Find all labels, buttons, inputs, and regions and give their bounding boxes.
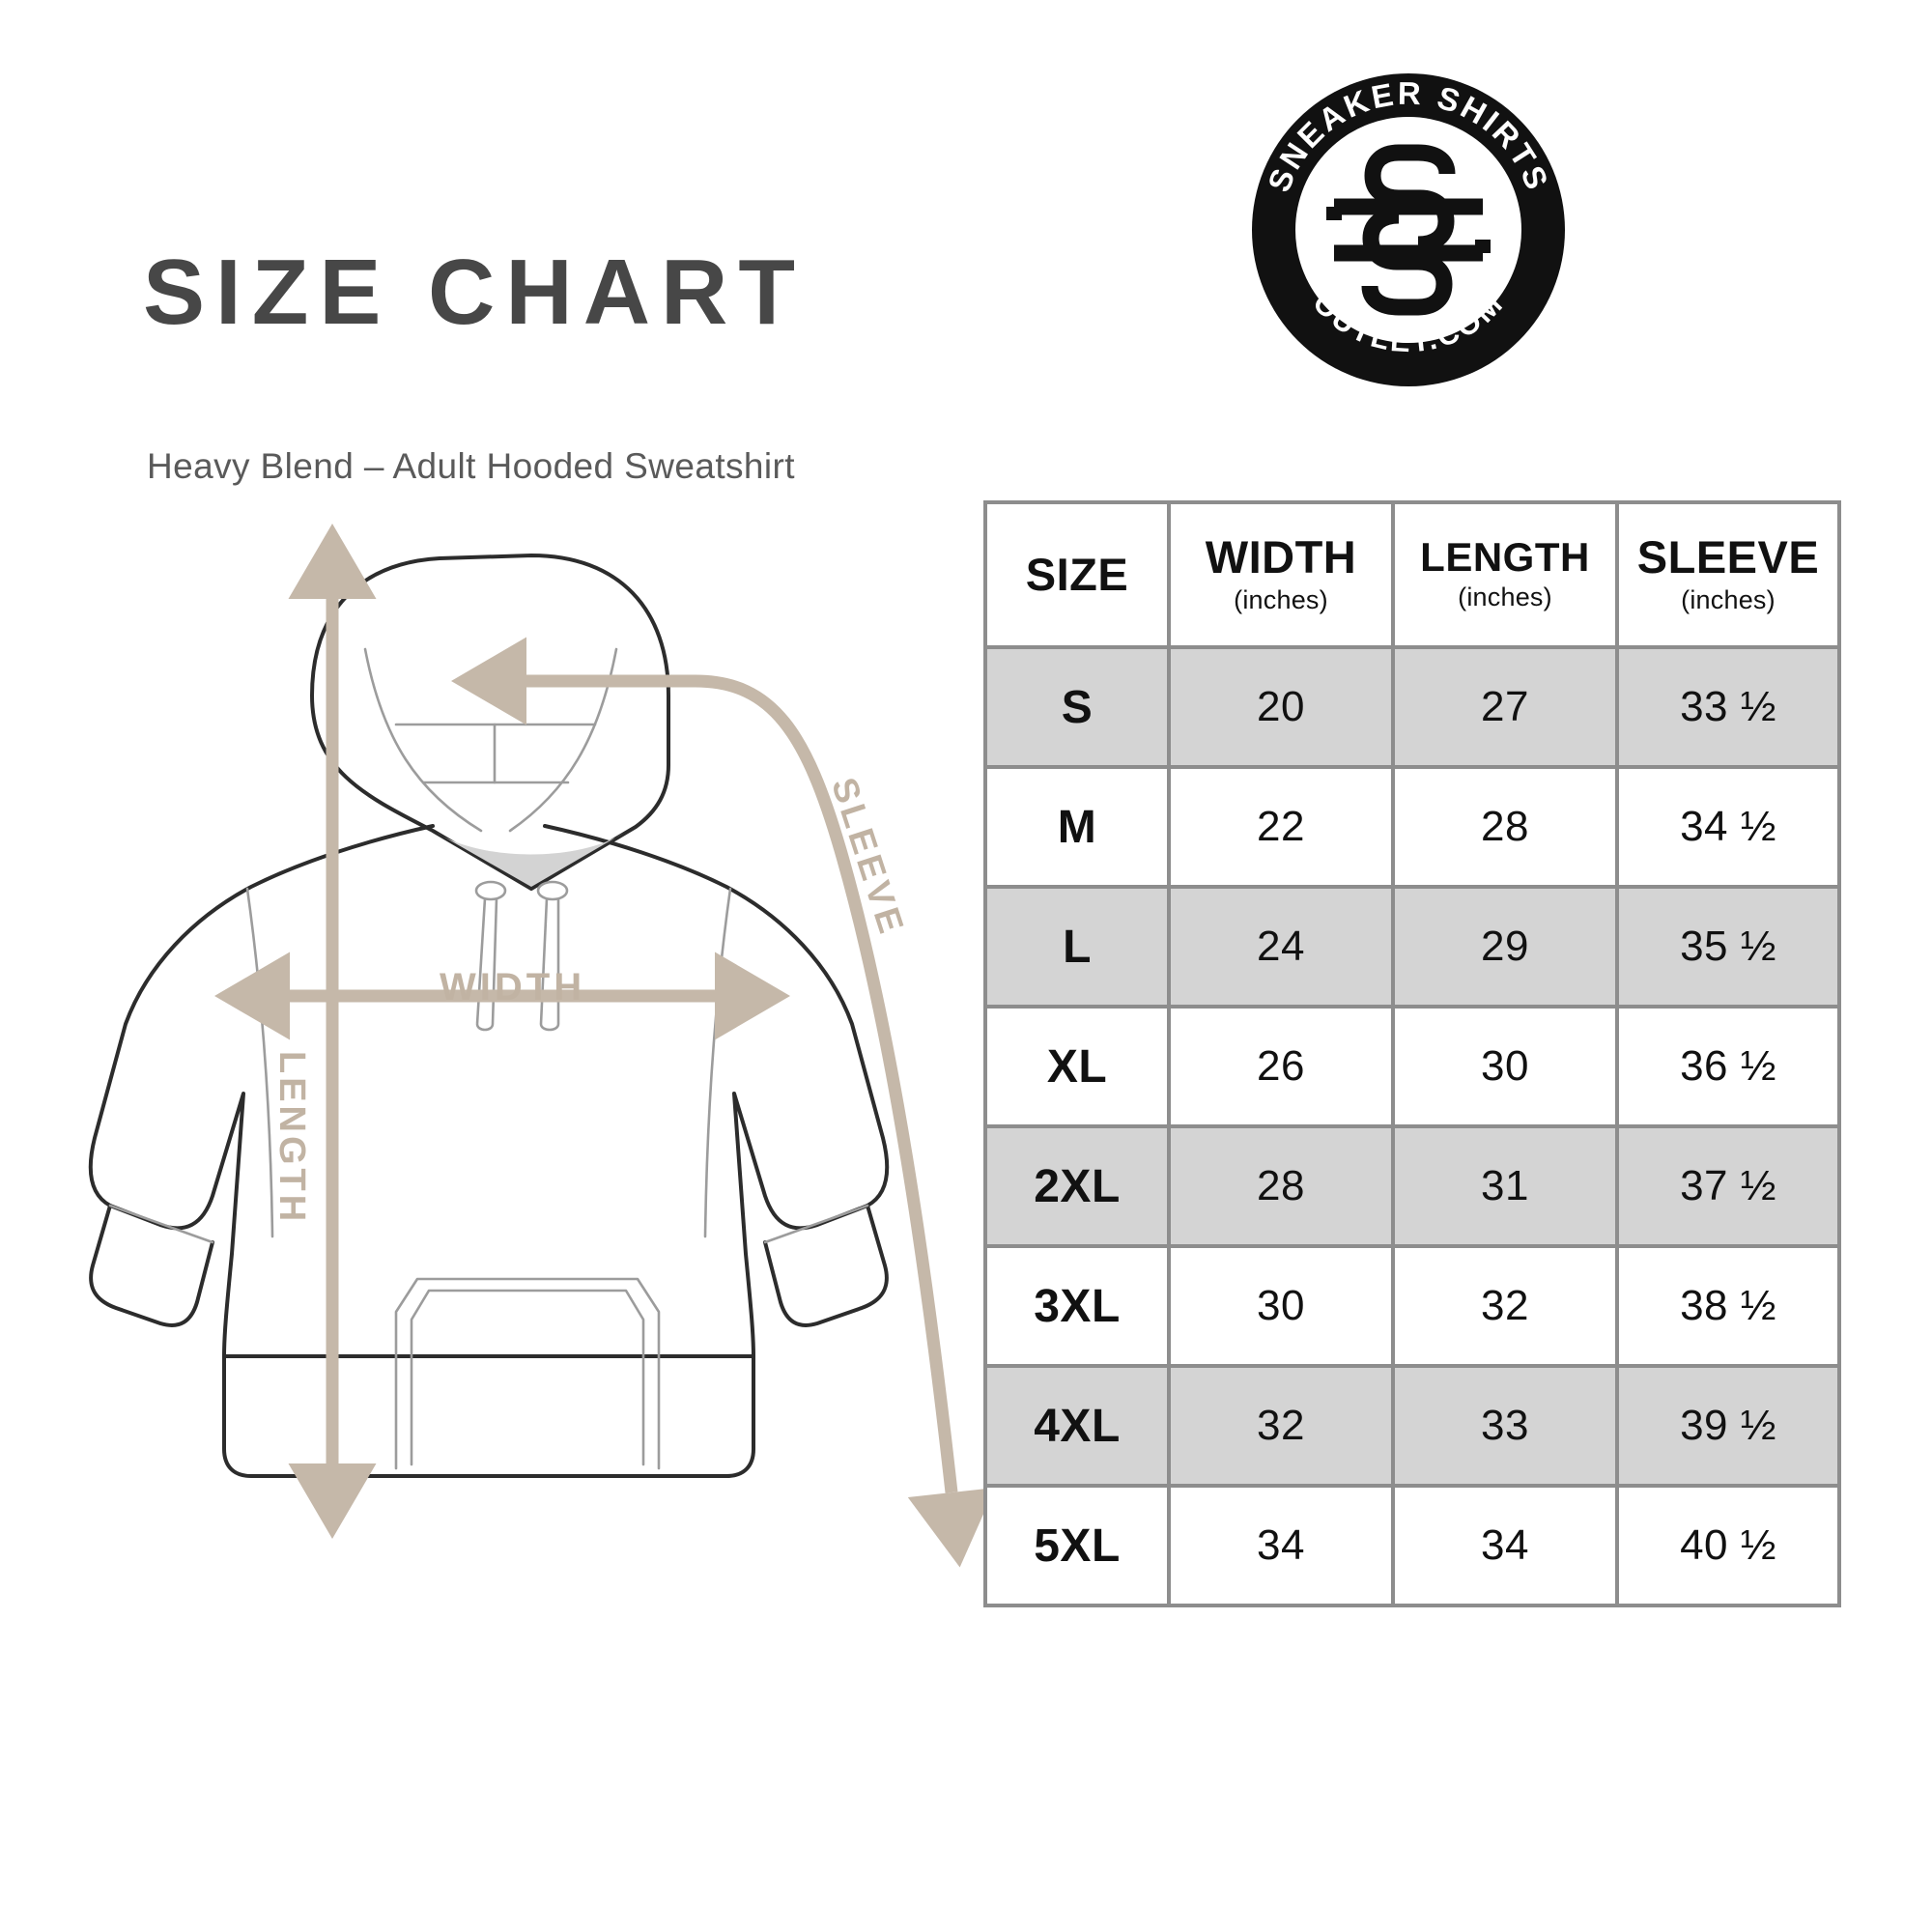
column-header-size: SIZE (983, 500, 1171, 649)
hoodie-illustration (77, 502, 995, 1565)
cell-size: M (983, 765, 1171, 889)
table-header-row: SIZE WIDTH (inches) LENGTH (inches) SLEE… (983, 500, 1841, 649)
column-header-sleeve-label: SLEEVE (1636, 531, 1820, 583)
column-header-length: LENGTH (inches) (1391, 500, 1619, 649)
column-header-width: WIDTH (inches) (1167, 500, 1395, 649)
cell-width: 28 (1167, 1124, 1395, 1248)
cell-sleeve: 34 ½ (1615, 765, 1841, 889)
table-row: M 22 28 34 ½ (983, 765, 1841, 889)
size-table: SIZE WIDTH (inches) LENGTH (inches) SLEE… (983, 500, 1841, 1607)
cell-width: 30 (1167, 1244, 1395, 1368)
cell-width: 24 (1167, 885, 1395, 1009)
pocket-outer (394, 1277, 661, 1470)
cell-length: 27 (1391, 645, 1619, 769)
table-row: 2XL 28 31 37 ½ (983, 1124, 1841, 1248)
table-row: L 24 29 35 ½ (983, 885, 1841, 1009)
hood-outline (310, 554, 670, 891)
table-row: 5XL 34 34 40 ½ (983, 1484, 1841, 1607)
cell-sleeve: 36 ½ (1615, 1005, 1841, 1128)
cell-sleeve: 39 ½ (1615, 1364, 1841, 1488)
table-row: 3XL 30 32 38 ½ (983, 1244, 1841, 1368)
column-header-sleeve-unit: (inches) (1681, 584, 1776, 614)
cell-length: 33 (1391, 1364, 1619, 1488)
column-header-width-label: WIDTH (1205, 531, 1357, 583)
column-header-length-label: LENGTH (1420, 533, 1590, 580)
table-row: 4XL 32 33 39 ½ (983, 1364, 1841, 1488)
cell-size: 5XL (983, 1484, 1171, 1607)
column-header-length-unit: (inches) (1458, 582, 1552, 612)
logo-monogram-icon (1361, 144, 1456, 316)
column-header-width-unit: (inches) (1234, 584, 1328, 614)
right-cuff-seam (763, 1204, 869, 1244)
column-header-sleeve: SLEEVE (inches) (1615, 500, 1841, 649)
cell-size: S (983, 645, 1171, 769)
cell-length: 34 (1391, 1484, 1619, 1607)
cell-size: 2XL (983, 1124, 1171, 1248)
right-raglan-seam (703, 887, 732, 1238)
cell-sleeve: 38 ½ (1615, 1244, 1841, 1368)
cell-width: 22 (1167, 765, 1395, 889)
cell-size: XL (983, 1005, 1171, 1128)
hood-lining-right (508, 647, 618, 833)
cell-size: 4XL (983, 1364, 1171, 1488)
left-raglan-seam (245, 887, 274, 1238)
cell-width: 20 (1167, 645, 1395, 769)
cell-sleeve: 33 ½ (1615, 645, 1841, 769)
brand-logo: SNEAKER SHIRTS OUTLET.COM (1244, 66, 1573, 394)
cell-size: 3XL (983, 1244, 1171, 1368)
table-row: XL 26 30 36 ½ (983, 1005, 1841, 1128)
cell-width: 32 (1167, 1364, 1395, 1488)
page-title: SIZE CHART (143, 241, 806, 344)
left-cuff-seam (108, 1204, 214, 1244)
left-cuff (89, 1204, 214, 1327)
cell-length: 30 (1391, 1005, 1619, 1128)
page-subtitle: Heavy Blend – Adult Hooded Sweatshirt (147, 446, 795, 486)
hood-shadow (437, 833, 624, 887)
cell-width: 26 (1167, 1005, 1395, 1128)
width-label: WIDTH (440, 966, 586, 1009)
cell-length: 31 (1391, 1124, 1619, 1248)
cell-width: 34 (1167, 1484, 1395, 1607)
pocket-inner (410, 1289, 645, 1466)
table-row: S 20 27 33 ½ (983, 645, 1841, 769)
cell-length: 29 (1391, 885, 1619, 1009)
cell-length: 28 (1391, 765, 1619, 889)
cell-sleeve: 37 ½ (1615, 1124, 1841, 1248)
length-label: LENGTH (271, 1051, 312, 1226)
cell-size: L (983, 885, 1171, 1009)
column-header-size-label: SIZE (1025, 549, 1129, 601)
cell-sleeve: 35 ½ (1615, 885, 1841, 1009)
cell-sleeve: 40 ½ (1615, 1484, 1841, 1607)
bottom-rib (222, 1354, 755, 1478)
table-body: S 20 27 33 ½ M 22 28 34 ½ L 24 29 35 ½ X… (983, 645, 1841, 1607)
body-outline (88, 824, 890, 1358)
table-header: SIZE WIDTH (inches) LENGTH (inches) SLEE… (983, 500, 1841, 649)
cell-length: 32 (1391, 1244, 1619, 1368)
